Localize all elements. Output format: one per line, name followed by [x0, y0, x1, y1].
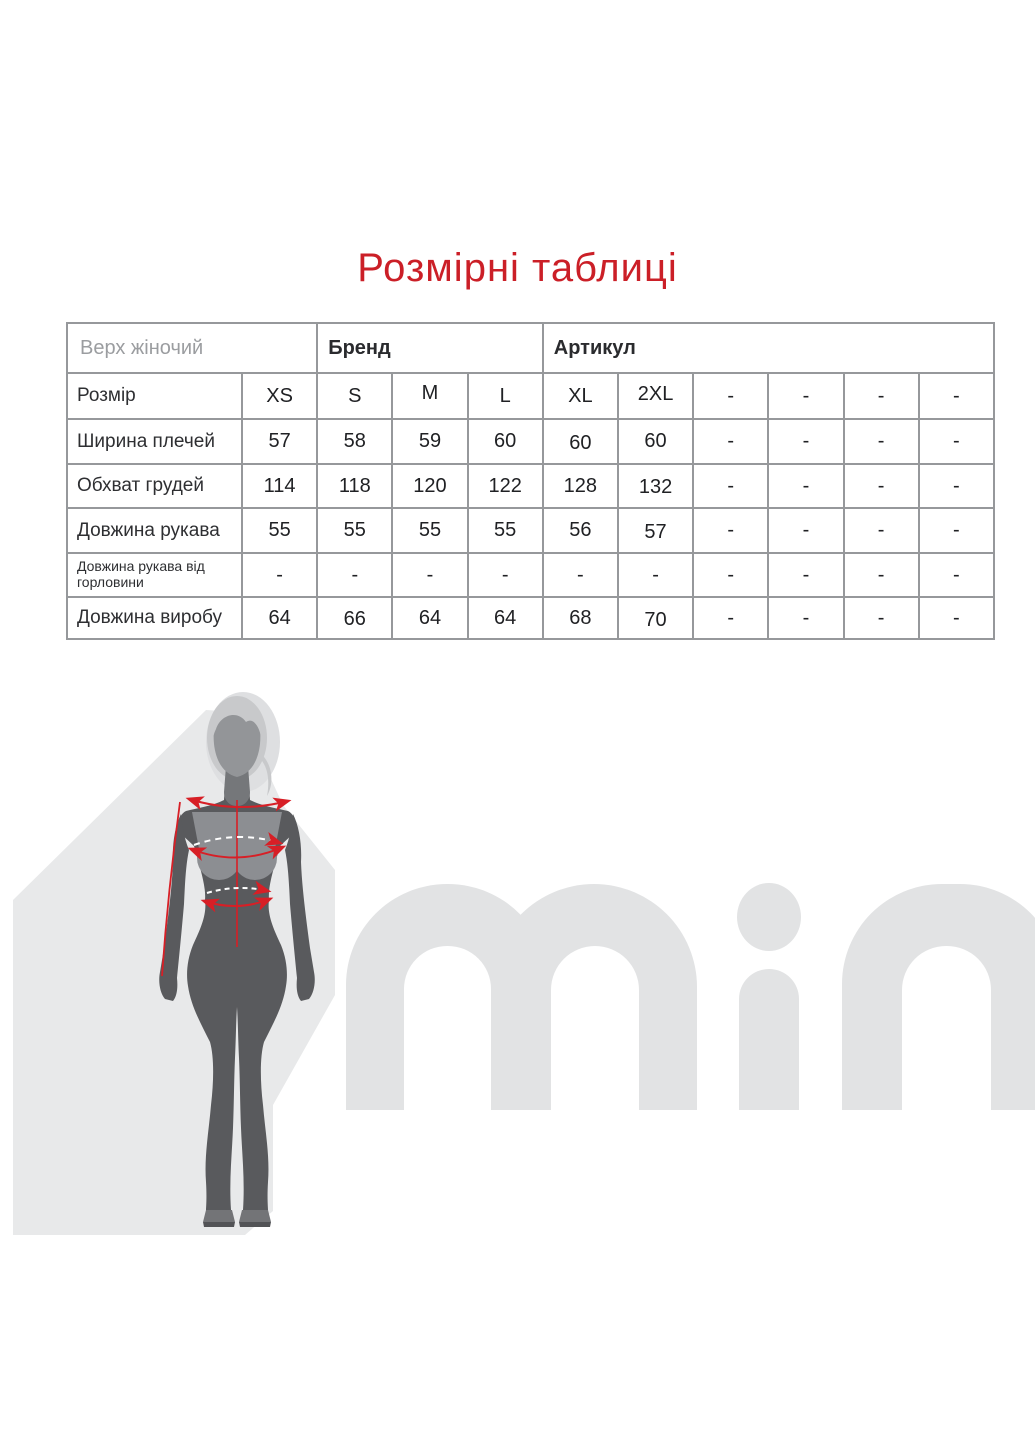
watermark-letter-m-counter1	[404, 946, 491, 1111]
value-cell: -	[917, 552, 996, 598]
value-cell: 118	[316, 463, 394, 509]
value-cell: 57	[616, 507, 695, 554]
value-cell: -	[842, 418, 920, 465]
value-cell: -	[842, 596, 920, 640]
size-value-cell: M	[391, 372, 469, 420]
value-cell: 64	[240, 596, 319, 640]
value-cell: -	[466, 552, 544, 598]
value-cell: -	[917, 507, 996, 554]
value-cell: 68	[541, 596, 619, 640]
ponytail	[257, 752, 272, 796]
watermark-letter-m-counter2	[551, 946, 639, 1111]
size-value-cell: 2XL	[616, 372, 695, 420]
watermark-letter-i-dot	[737, 883, 801, 951]
row-label: Довжина виробу	[66, 596, 243, 640]
value-cell: -	[616, 552, 695, 598]
value-cell: 66	[316, 596, 394, 640]
value-cell: 55	[391, 507, 469, 554]
table-row-shoulder-width: Ширина плечей 57 58 59 60 60 60 - - - -	[66, 418, 996, 465]
value-cell: 122	[466, 463, 544, 509]
hair-front	[210, 700, 264, 742]
page-title: Розмірні таблиці	[357, 246, 678, 290]
row-label: Довжина рукава від горловини	[66, 552, 243, 598]
value-cell: -	[767, 507, 845, 554]
watermark-letter-i-stem	[739, 969, 799, 1110]
value-cell: 55	[240, 507, 319, 554]
face	[213, 704, 261, 777]
value-cell: -	[842, 463, 920, 509]
value-cell: -	[692, 596, 770, 640]
row-label: Довжина рукава	[66, 507, 243, 554]
table-row-sleeve-length: Довжина рукава 55 55 55 55 56 57 - - - -	[66, 507, 996, 554]
size-value-cell: -	[842, 372, 920, 420]
table-row-garment-length: Довжина виробу 64 66 64 64 68 70 - - - -	[66, 596, 996, 640]
brand-header-cell: Бренд	[316, 322, 544, 374]
right-arm	[285, 814, 315, 1001]
value-cell: 57	[240, 418, 319, 465]
value-cell: -	[692, 552, 770, 598]
value-cell: 60	[541, 418, 619, 465]
waist-girth-line	[200, 897, 274, 913]
category-header-cell: Верх жіночий	[65, 322, 319, 374]
chest-girth-dashed-ellipse	[193, 831, 284, 846]
chest-girth-line	[187, 845, 287, 861]
row-label: Ширина плечей	[66, 418, 243, 465]
left-arm	[159, 814, 189, 1001]
value-cell: -	[917, 418, 996, 465]
body-measurement-figure	[13, 692, 335, 1235]
neck	[224, 766, 250, 806]
value-cell: -	[240, 552, 319, 598]
size-table: Верх жіночий Бренд Артикул Розмір XS S M…	[65, 322, 996, 640]
foot-right	[239, 1210, 271, 1227]
size-value-cell: -	[767, 372, 845, 420]
value-cell: -	[692, 463, 770, 509]
size-value-cell: XL	[541, 372, 619, 420]
value-cell: 132	[616, 463, 695, 509]
value-cell: 64	[466, 596, 544, 640]
watermark-letter-n-counter	[902, 946, 991, 1111]
value-cell: 55	[316, 507, 394, 554]
size-value-cell: -	[692, 372, 770, 420]
value-cell: 70	[616, 596, 695, 640]
value-cell: -	[541, 552, 619, 598]
foot-left	[203, 1210, 235, 1227]
value-cell: -	[917, 463, 996, 509]
value-cell: -	[767, 552, 845, 598]
value-cell: 114	[240, 463, 319, 509]
size-value-cell: XS	[240, 372, 319, 420]
value-cell: -	[767, 463, 845, 509]
table-header-row: Верх жіночий Бренд Артикул	[65, 322, 996, 374]
value-cell: 58	[316, 418, 394, 465]
value-cell: -	[692, 418, 770, 465]
table-row-chest-girth: Обхват грудей 114 118 120 122 128 132 - …	[66, 463, 996, 509]
value-cell: 64	[391, 596, 469, 640]
table-row-sleeve-from-neck: Довжина рукава від горловини - - - - - -…	[66, 552, 996, 598]
size-value-cell: L	[466, 372, 544, 420]
value-cell: 120	[391, 463, 469, 509]
waist-girth-dashed-ellipse	[206, 880, 272, 895]
size-value-cell: S	[316, 372, 394, 420]
table-row-size: Розмір XS S M L XL 2XL - - - -	[66, 372, 996, 420]
value-cell: -	[767, 418, 845, 465]
value-cell: 56	[541, 507, 619, 554]
value-cell: 60	[466, 418, 544, 465]
value-cell: -	[767, 596, 845, 640]
article-header-cell: Артикул	[541, 322, 996, 374]
value-cell: -	[917, 596, 996, 640]
size-value-cell: -	[917, 372, 996, 420]
value-cell: -	[316, 552, 394, 598]
value-cell: -	[391, 552, 469, 598]
value-cell: -	[842, 507, 920, 554]
value-cell: 59	[391, 418, 469, 465]
row-label: Розмір	[66, 372, 243, 420]
value-cell: 55	[466, 507, 544, 554]
value-cell: -	[692, 507, 770, 554]
value-cell: 60	[616, 418, 695, 465]
value-cell: -	[842, 552, 920, 598]
sleeve-length-line	[161, 801, 181, 977]
row-label: Обхват грудей	[66, 463, 243, 509]
value-cell: 128	[541, 463, 619, 509]
